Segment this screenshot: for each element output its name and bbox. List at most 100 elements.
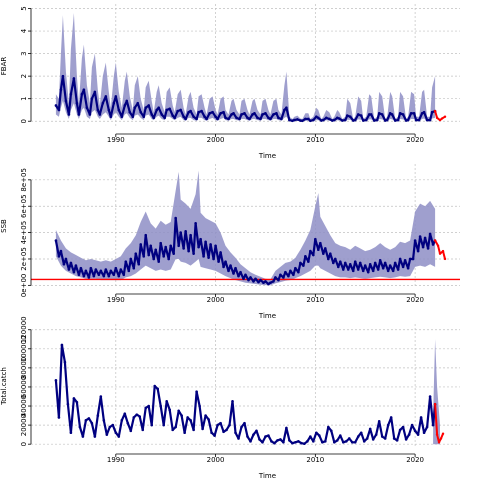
median-point — [272, 113, 275, 116]
median-point — [269, 281, 272, 285]
median-point — [72, 270, 76, 274]
median-point — [257, 280, 260, 284]
median-point — [279, 273, 282, 277]
median-point — [356, 113, 360, 116]
median-point — [75, 400, 79, 404]
median-point — [54, 378, 58, 382]
median-point — [364, 118, 368, 122]
median-point — [192, 428, 195, 432]
median-point — [207, 418, 210, 421]
median-point — [224, 116, 227, 120]
median-point — [244, 273, 247, 277]
x-tick-label: 2020 — [406, 296, 424, 304]
median-point — [101, 101, 105, 105]
median-point — [333, 257, 337, 261]
median-point — [338, 260, 342, 263]
median-point — [335, 439, 339, 442]
x-tick-label: 1990 — [107, 136, 125, 144]
median-point — [304, 117, 307, 121]
median-point — [124, 260, 128, 263]
median-point — [388, 112, 392, 115]
median-point — [393, 261, 397, 265]
median-point — [401, 265, 405, 269]
median-point — [155, 108, 159, 112]
median-point — [211, 110, 214, 114]
median-point — [54, 239, 58, 242]
median-point — [330, 119, 334, 122]
median-point — [172, 252, 175, 256]
median-point — [396, 268, 400, 271]
median-point — [251, 113, 254, 116]
median-point — [338, 434, 342, 437]
median-point — [312, 118, 315, 122]
median-point — [150, 423, 154, 427]
panel-1: 0 1 2 3 4 5 1990 2000 2010 2020 Time FBAR — [0, 4, 460, 160]
median-point — [162, 423, 165, 427]
median-point — [61, 74, 65, 78]
median-point — [202, 255, 205, 258]
median-point — [119, 268, 123, 271]
median-point — [234, 266, 237, 270]
median-point — [157, 106, 161, 110]
median-point — [114, 95, 118, 98]
median-point — [141, 428, 145, 432]
median-point — [239, 270, 242, 274]
median-point — [168, 107, 171, 111]
median-point — [195, 390, 198, 394]
y-axis-label: FBAR — [0, 57, 8, 76]
y-tick-label: 20000 — [20, 414, 28, 436]
median-point — [366, 270, 370, 274]
median-point — [144, 406, 148, 410]
median-point — [189, 419, 192, 422]
median-point — [216, 423, 219, 427]
median-point — [369, 113, 373, 116]
median-point — [63, 360, 67, 364]
median-point — [307, 117, 310, 121]
median-point — [177, 244, 180, 248]
median-point — [252, 280, 255, 283]
median-point — [120, 419, 124, 422]
median-point — [171, 114, 174, 117]
median-point — [398, 112, 402, 115]
median-point — [152, 116, 156, 120]
median-point — [131, 115, 135, 119]
median-point — [242, 277, 245, 281]
x-tick-label: 2000 — [207, 456, 225, 464]
median-point — [390, 113, 394, 116]
median-point — [300, 441, 303, 445]
median-point — [84, 269, 88, 273]
median-point — [259, 117, 262, 121]
median-point — [57, 108, 61, 112]
median-point — [87, 276, 91, 279]
median-point — [404, 119, 408, 122]
median-point — [249, 276, 252, 279]
median-point — [234, 431, 237, 435]
y-tick-label: 2 — [20, 74, 28, 78]
median-point — [81, 435, 85, 438]
median-point — [227, 269, 230, 273]
recent-point — [441, 432, 445, 435]
median-point — [197, 245, 200, 249]
median-point — [144, 106, 148, 110]
median-point — [275, 112, 278, 115]
median-point — [378, 258, 382, 262]
median-point — [111, 423, 115, 427]
median-point — [214, 115, 217, 119]
median-point — [346, 268, 350, 271]
median-point — [412, 112, 416, 115]
x-tick-label: 1990 — [107, 296, 125, 304]
median-point — [224, 260, 227, 263]
median-point — [237, 437, 240, 440]
median-point — [423, 236, 427, 240]
median-point — [139, 110, 143, 114]
median-point — [409, 112, 413, 115]
median-point — [358, 261, 362, 265]
median-point — [356, 435, 360, 438]
median-point — [407, 433, 411, 436]
median-point — [138, 415, 142, 418]
median-point — [189, 109, 192, 113]
median-point — [200, 109, 203, 113]
x-tick-label: 2000 — [207, 296, 225, 304]
median-point — [97, 273, 101, 277]
median-point — [237, 274, 240, 278]
